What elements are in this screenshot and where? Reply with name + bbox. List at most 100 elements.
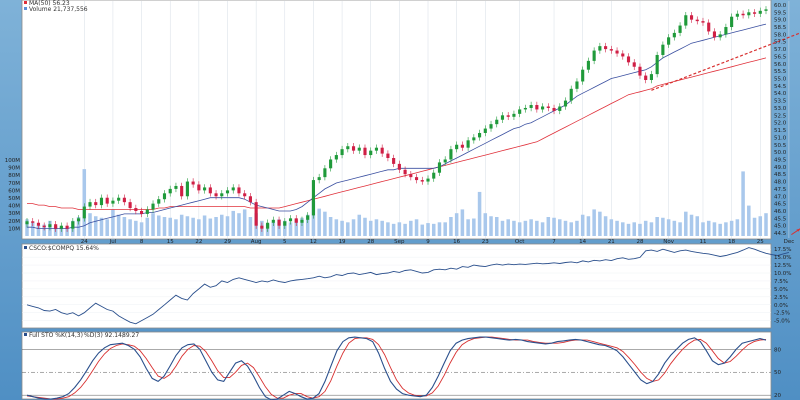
candle-body: [111, 200, 115, 204]
candle-body: [203, 187, 207, 191]
candle-body: [76, 218, 81, 222]
volume-bar: [706, 220, 711, 236]
volume-bar: [512, 220, 516, 236]
volume-bar: [477, 191, 482, 236]
volume-bar: [305, 214, 310, 236]
candle-body: [546, 106, 550, 108]
legend-sto-k: Full STO %K(14,3): [29, 332, 83, 339]
candle-body: [684, 15, 688, 26]
candle-body: [329, 159, 333, 169]
candle-body: [604, 46, 608, 50]
volume-bar: [575, 220, 579, 236]
volume-bar: [632, 222, 637, 236]
candle-body: [638, 66, 642, 76]
candle-body: [466, 140, 470, 148]
date-tick-label: Aug: [251, 239, 262, 245]
candle-body: [592, 50, 596, 61]
candle-body: [397, 163, 401, 170]
candle-body: [266, 222, 270, 229]
price-candles: [25, 6, 768, 232]
annotations: [651, 32, 800, 236]
candle-body: [306, 215, 310, 220]
trendline: [651, 32, 800, 91]
volume-bar: [655, 217, 659, 236]
volume-bar: [649, 222, 654, 236]
volume-bar: [672, 220, 677, 236]
volume-tick-label: 90M: [8, 166, 20, 172]
volume-bar: [111, 209, 115, 236]
volume-bar: [529, 219, 533, 236]
volume-bar: [391, 223, 396, 236]
volume-bar: [500, 220, 505, 236]
volume-bar: [506, 219, 510, 236]
candle-body: [712, 31, 717, 38]
candle-body: [718, 34, 722, 38]
candle-body: [483, 128, 487, 133]
candle-body: [243, 193, 247, 197]
volume-bar: [174, 219, 178, 236]
volume-bar: [563, 220, 568, 236]
volume-bar: [741, 171, 745, 236]
candle-body: [271, 219, 275, 223]
candle-body: [552, 107, 556, 111]
volume-bar: [695, 216, 700, 236]
candle-body: [535, 105, 539, 110]
candle-body: [231, 187, 235, 191]
volume-bar: [764, 213, 768, 236]
candle-body: [134, 208, 138, 211]
candle-body: [357, 147, 361, 151]
volume-bar: [134, 220, 138, 236]
candle-body: [191, 181, 195, 185]
volume-bar: [403, 223, 407, 236]
stochastic-panel: [21, 331, 772, 400]
volume-bar: [225, 216, 230, 236]
candle-body: [586, 60, 590, 70]
csco-compq-line: [26, 247, 790, 325]
volume-bar: [426, 223, 430, 236]
candle-body: [334, 155, 338, 160]
candle-body: [609, 49, 613, 51]
volume-bar: [105, 219, 109, 236]
ma50-line: [27, 57, 767, 210]
price-tick-label: 56.0: [774, 62, 787, 68]
candle-body: [672, 32, 676, 38]
volume-bar: [397, 222, 402, 236]
candle-body: [626, 56, 631, 63]
candle-body: [42, 225, 46, 228]
candle-body: [478, 132, 482, 138]
price-tick-label: 57.5: [774, 40, 787, 46]
price-tick-label: 51.0: [774, 135, 787, 141]
candle-body: [752, 12, 757, 14]
volume-bar: [678, 222, 682, 236]
volume-bar: [701, 222, 705, 236]
candle-body: [54, 224, 58, 229]
candle-body: [414, 177, 419, 181]
volume-bar: [145, 217, 150, 236]
date-tick-label: 12: [310, 239, 317, 245]
rel-tick-label: -5.0%: [774, 319, 790, 325]
volume-tick-label: 100M: [5, 158, 20, 164]
candle-body: [48, 224, 52, 228]
volume-bar: [294, 219, 299, 236]
volume-tick-label: 30M: [8, 211, 20, 217]
rel-tick-label: 2.5%: [774, 295, 788, 301]
stochastic-legend: Full STO %K(14,3) %D(3) 92.14, 89.27: [24, 332, 139, 339]
candle-body: [655, 54, 659, 75]
candle-body: [180, 185, 184, 197]
candle-body: [455, 144, 459, 150]
candle-body: [145, 209, 149, 214]
volume-bar: [558, 219, 562, 236]
candle-body: [460, 144, 464, 148]
price-tick-label: 59.0: [774, 18, 787, 24]
volume-bar: [156, 215, 161, 236]
volume-bar: [621, 222, 625, 236]
volume-tick-label: 10M: [8, 226, 20, 232]
volume-bar: [666, 219, 671, 236]
candle-body: [500, 115, 505, 120]
candle-body: [168, 188, 172, 194]
stochastic-lines: [22, 336, 771, 400]
candle-body: [380, 147, 384, 154]
candle-body: [363, 147, 367, 156]
candle-body: [426, 178, 430, 182]
price-tick-label: 54.0: [774, 91, 787, 97]
